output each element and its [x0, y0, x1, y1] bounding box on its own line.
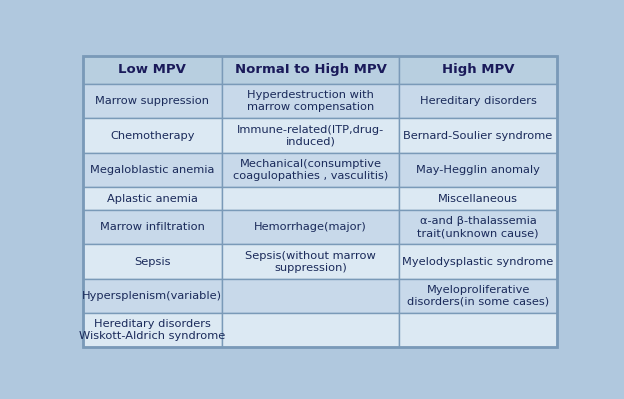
Text: Immune-related(ITP,drug-
induced): Immune-related(ITP,drug- induced): [237, 124, 384, 146]
Text: Myelodysplastic syndrome: Myelodysplastic syndrome: [402, 257, 553, 267]
Bar: [222, 55, 399, 84]
Text: Marrow infiltration: Marrow infiltration: [100, 222, 205, 232]
Text: Low MPV: Low MPV: [119, 63, 186, 76]
Bar: [83, 279, 222, 313]
Bar: [83, 119, 222, 153]
Bar: [83, 153, 222, 187]
Bar: [83, 55, 222, 84]
Text: Hypersplenism(variable): Hypersplenism(variable): [82, 291, 222, 301]
Bar: [222, 119, 399, 153]
Bar: [83, 84, 222, 119]
Bar: [399, 210, 557, 245]
Bar: [83, 187, 222, 210]
Bar: [399, 119, 557, 153]
Text: High MPV: High MPV: [442, 63, 514, 76]
Bar: [222, 187, 399, 210]
Bar: [222, 84, 399, 119]
Bar: [399, 313, 557, 348]
Bar: [399, 245, 557, 279]
Bar: [83, 210, 222, 245]
Text: Sepsis: Sepsis: [134, 257, 170, 267]
Bar: [399, 55, 557, 84]
Bar: [399, 187, 557, 210]
Bar: [399, 279, 557, 313]
Bar: [222, 210, 399, 245]
Text: Megaloblastic anemia: Megaloblastic anemia: [90, 165, 215, 175]
Text: May-Hegglin anomaly: May-Hegglin anomaly: [416, 165, 540, 175]
Text: Hyperdestruction with
marrow compensation: Hyperdestruction with marrow compensatio…: [247, 90, 374, 112]
Bar: [399, 84, 557, 119]
Text: Chemotherapy: Chemotherapy: [110, 130, 195, 140]
Bar: [83, 313, 222, 348]
Text: Sepsis(without marrow
suppression): Sepsis(without marrow suppression): [245, 251, 376, 273]
Text: α-and β-thalassemia
trait(unknown cause): α-and β-thalassemia trait(unknown cause): [417, 216, 539, 238]
Text: Hereditary disorders
Wiskott-Aldrich syndrome: Hereditary disorders Wiskott-Aldrich syn…: [79, 319, 225, 341]
Text: Bernard-Soulier syndrome: Bernard-Soulier syndrome: [404, 130, 553, 140]
Text: NormaI to High MPV: NormaI to High MPV: [235, 63, 386, 76]
Bar: [222, 279, 399, 313]
Text: Miscellaneous: Miscellaneous: [438, 194, 518, 203]
Text: Hereditary disorders: Hereditary disorders: [420, 96, 537, 106]
Bar: [399, 153, 557, 187]
Text: Mechanical(consumptive
coagulopathies , vasculitis): Mechanical(consumptive coagulopathies , …: [233, 159, 388, 181]
Bar: [222, 245, 399, 279]
Text: Aplastic anemia: Aplastic anemia: [107, 194, 198, 203]
Bar: [222, 153, 399, 187]
Text: Hemorrhage(major): Hemorrhage(major): [254, 222, 367, 232]
Text: Myeloproliferative
disorders(in some cases): Myeloproliferative disorders(in some cas…: [407, 285, 549, 307]
Text: Marrow suppression: Marrow suppression: [95, 96, 209, 106]
Bar: [83, 245, 222, 279]
Bar: [222, 313, 399, 348]
